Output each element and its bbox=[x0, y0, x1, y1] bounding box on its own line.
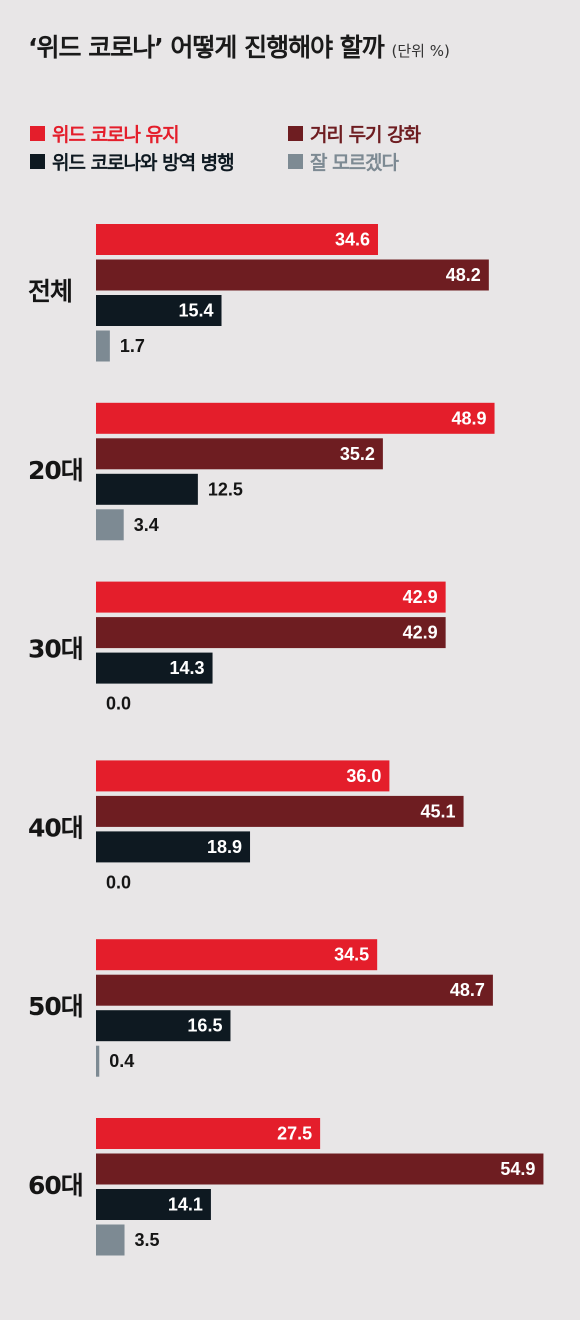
unit-label: (단위 %) bbox=[391, 42, 450, 60]
legend-swatch-0 bbox=[30, 126, 45, 141]
value-label-3-1: 45.1 bbox=[421, 801, 456, 821]
legend-item-3: 잘 모르겠다 bbox=[288, 148, 399, 175]
bar-4-0 bbox=[96, 939, 378, 971]
bar-0-2 bbox=[96, 295, 222, 326]
bar-5-3 bbox=[96, 1224, 125, 1256]
value-label-4-0: 34.5 bbox=[334, 945, 369, 965]
bar-2-1 bbox=[96, 617, 446, 649]
value-label-5-3: 3.5 bbox=[135, 1230, 160, 1250]
value-label-5-2: 14.1 bbox=[168, 1195, 203, 1215]
group-label-0: 전체 bbox=[28, 277, 72, 306]
legend-item-0: 위드 코로나 유지 bbox=[30, 120, 180, 147]
value-label-3-3: 0.0 bbox=[106, 872, 131, 892]
bar-1-3 bbox=[96, 509, 124, 541]
group-label-5: 60대 bbox=[28, 1171, 83, 1200]
bar-1-2 bbox=[96, 473, 198, 505]
legend-label-0: 위드 코로나 유지 bbox=[52, 124, 180, 146]
group-label-3: 40대 bbox=[28, 813, 83, 842]
legend-label-2: 위드 코로나와 방역 병행 bbox=[52, 152, 235, 174]
chart-title-text: ‘위드 코로나’ 어떻게 진행해야 할까 bbox=[28, 33, 385, 62]
bar-2-0 bbox=[96, 581, 446, 613]
value-label-1-1: 35.2 bbox=[340, 444, 375, 464]
value-label-2-3: 0.0 bbox=[106, 694, 131, 714]
value-label-1-3: 3.4 bbox=[134, 515, 159, 535]
bar-3-1 bbox=[96, 795, 464, 827]
bar-5-2 bbox=[96, 1189, 211, 1220]
value-label-0-0: 34.6 bbox=[335, 230, 370, 250]
legend-item-1: 거리 두기 강화 bbox=[288, 120, 421, 147]
bar-0-0 bbox=[96, 224, 378, 255]
chart-title: ‘위드 코로나’ 어떻게 진행해야 할까 (단위 %) bbox=[28, 28, 450, 64]
bar-4-3 bbox=[96, 1045, 100, 1077]
legend-label-3: 잘 모르겠다 bbox=[310, 152, 399, 174]
bar-1-0 bbox=[96, 402, 495, 434]
legend-swatch-1 bbox=[288, 126, 303, 141]
value-label-5-0: 27.5 bbox=[277, 1124, 312, 1144]
value-label-2-2: 14.3 bbox=[169, 658, 204, 678]
bar-4-2 bbox=[96, 1010, 231, 1042]
bar-0-1 bbox=[96, 259, 489, 291]
value-label-3-2: 18.9 bbox=[207, 837, 242, 857]
bar-1-1 bbox=[96, 438, 383, 470]
value-label-0-2: 15.4 bbox=[178, 301, 213, 321]
group-label-2: 30대 bbox=[28, 635, 83, 664]
bar-5-1 bbox=[96, 1153, 544, 1185]
value-label-4-2: 16.5 bbox=[187, 1016, 222, 1036]
value-label-4-1: 48.7 bbox=[450, 980, 485, 1000]
value-label-0-1: 48.2 bbox=[446, 265, 481, 285]
value-label-1-2: 12.5 bbox=[208, 479, 243, 499]
bar-2-2 bbox=[96, 652, 213, 684]
group-label-4: 50대 bbox=[28, 992, 83, 1021]
value-label-4-3: 0.4 bbox=[109, 1051, 134, 1071]
bar-4-1 bbox=[96, 974, 493, 1006]
legend-swatch-3 bbox=[288, 154, 303, 169]
bar-5-0 bbox=[96, 1118, 321, 1149]
value-label-5-1: 54.9 bbox=[500, 1159, 535, 1179]
group-label-1: 20대 bbox=[28, 456, 83, 485]
legend-label-1: 거리 두기 강화 bbox=[310, 124, 421, 146]
value-label-3-0: 36.0 bbox=[346, 766, 381, 786]
bar-3-2 bbox=[96, 831, 251, 863]
legend-item-2: 위드 코로나와 방역 병행 bbox=[30, 148, 235, 175]
bar-3-0 bbox=[96, 760, 390, 792]
value-label-2-0: 42.9 bbox=[403, 587, 438, 607]
bar-0-3 bbox=[96, 330, 110, 362]
legend-swatch-2 bbox=[30, 154, 45, 169]
value-label-2-1: 42.9 bbox=[403, 623, 438, 643]
value-label-1-0: 48.9 bbox=[451, 408, 486, 428]
value-label-0-3: 1.7 bbox=[120, 336, 145, 356]
